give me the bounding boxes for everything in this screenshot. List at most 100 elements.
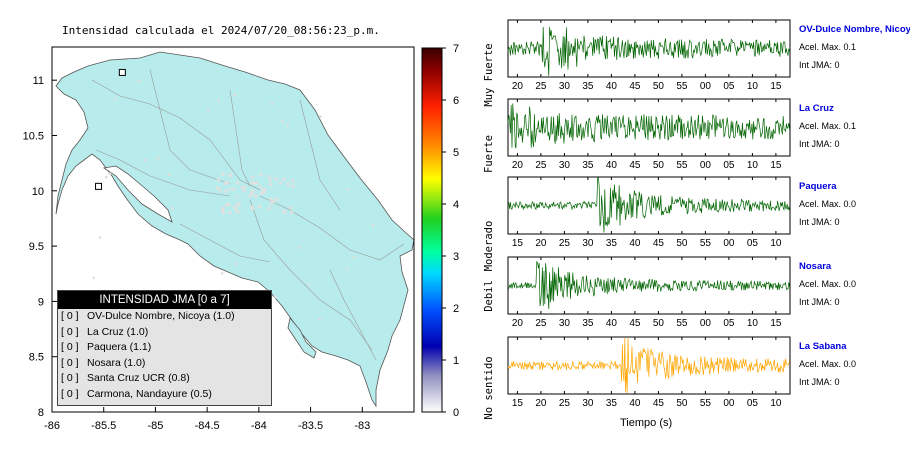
intensity-legend: INTENSIDAD JMA [0 a 7] [ 0 ] OV-Dulce Nom… bbox=[57, 290, 272, 406]
trace-tick-label: 10 bbox=[747, 318, 759, 329]
town-dot bbox=[263, 188, 267, 192]
town-dot bbox=[267, 175, 271, 179]
trace-acel: Acel. Max. 0.1 bbox=[799, 121, 857, 131]
town-dot bbox=[236, 202, 240, 206]
trace-tick-label: 15 bbox=[512, 398, 524, 409]
trace-tick-label: 50 bbox=[653, 318, 665, 329]
trace-tick-label: 20 bbox=[535, 398, 547, 409]
town-dot bbox=[233, 205, 237, 209]
town-dot bbox=[206, 108, 210, 111]
trace-int: Int JMA: 0 bbox=[799, 139, 840, 149]
town-dot bbox=[236, 181, 240, 185]
y-axis-ticks: 11 10.5 10 9.5 9 8.5 8 bbox=[23, 75, 57, 419]
trace-tick-label: 05 bbox=[723, 160, 735, 171]
town-dot bbox=[251, 206, 255, 210]
town-dot bbox=[228, 173, 232, 177]
legend-row: [ 0 ] La Cruz (1.0) bbox=[58, 325, 271, 341]
trace-tick-label: 20 bbox=[512, 81, 524, 92]
town-dot bbox=[225, 203, 229, 207]
town-dot bbox=[271, 199, 275, 203]
trace-tick-label: 40 bbox=[629, 398, 641, 409]
town-dot bbox=[217, 99, 221, 103]
trace-tick-label: 55 bbox=[676, 81, 688, 92]
trace-tick-label: 10 bbox=[747, 81, 759, 92]
town-dot bbox=[267, 206, 271, 210]
town-dot bbox=[144, 159, 147, 162]
town-dot bbox=[258, 185, 262, 189]
legend-level: [ 0 ] bbox=[61, 341, 79, 353]
station-markers bbox=[95, 68, 126, 190]
x-tick-label: -84 bbox=[251, 420, 267, 432]
legend-row: [ 0 ] Nosara (1.0) bbox=[58, 356, 271, 372]
legend-station: OV-Dulce Nombre, Nicoya (1.0) bbox=[87, 310, 235, 322]
scale-category-label: Moderado bbox=[483, 221, 495, 272]
y-tick-label: 10 bbox=[32, 186, 44, 198]
nicoya-gulf-water bbox=[102, 165, 173, 223]
trace-tick-label: 05 bbox=[723, 81, 735, 92]
trace-tick-label: 30 bbox=[559, 81, 571, 92]
y-tick-label: 10.5 bbox=[23, 130, 44, 142]
trace-tick-label: 25 bbox=[535, 81, 547, 92]
trace-tick-label: 35 bbox=[582, 318, 594, 329]
x-tick-label: -83 bbox=[354, 420, 370, 432]
town-dot bbox=[171, 206, 174, 210]
scale-category-label: Debil bbox=[483, 280, 495, 312]
trace-tick-label: 15 bbox=[770, 81, 782, 92]
town-markers bbox=[92, 80, 375, 341]
scale-ticks: 7 6 5 4 3 2 1 0 bbox=[442, 43, 459, 419]
town-dot bbox=[234, 262, 237, 266]
town-dot bbox=[167, 173, 171, 176]
trace-tick-label: 45 bbox=[629, 81, 641, 92]
town-dot bbox=[243, 186, 247, 190]
scale-tick-label: 3 bbox=[453, 251, 459, 263]
map-title: Intensidad calculada el 2024/07/20_08:56… bbox=[62, 24, 380, 37]
trace-tick-label: 00 bbox=[723, 398, 735, 409]
trace-acel: Acel. Max. 0.0 bbox=[799, 199, 857, 209]
town-dot bbox=[225, 180, 229, 184]
trace-frame bbox=[507, 256, 791, 315]
trace-name: La Cruz bbox=[799, 103, 834, 114]
y-tick-label: 9.5 bbox=[29, 241, 44, 253]
trace-frame bbox=[507, 98, 791, 157]
scale-category-label: Fuerte bbox=[483, 135, 495, 173]
scale-tick-label: 5 bbox=[453, 147, 459, 159]
trace-tick-label: 55 bbox=[676, 160, 688, 171]
town-dot bbox=[290, 210, 294, 214]
town-dot bbox=[286, 123, 289, 127]
map-frame bbox=[51, 46, 415, 413]
trace-tick-label: 50 bbox=[676, 398, 688, 409]
scale-tick-label: 1 bbox=[453, 355, 459, 367]
town-dot bbox=[286, 182, 290, 186]
waveform-traces: 20 25 30 35 40 45 50 55 00 05 10 15 20 25 30 35 40 45 50 55… bbox=[507, 19, 791, 409]
waveform-line bbox=[507, 26, 790, 76]
town-dot bbox=[98, 236, 102, 239]
waveform-line bbox=[507, 177, 790, 233]
town-dot bbox=[372, 224, 375, 227]
town-dot bbox=[352, 256, 356, 259]
town-dot bbox=[251, 189, 255, 193]
trace-tick-label: 35 bbox=[582, 81, 594, 92]
road-network bbox=[91, 69, 405, 361]
town-dot bbox=[156, 156, 160, 160]
town-dot bbox=[291, 179, 295, 183]
town-dot bbox=[240, 186, 244, 190]
legend-row: [ 0 ] OV-Dulce Nombre, Nicoya (1.0) bbox=[58, 309, 271, 325]
town-dot bbox=[224, 189, 228, 193]
trace-tick-label: 35 bbox=[606, 398, 618, 409]
x-tick-label: -85 bbox=[147, 420, 163, 432]
town-dot bbox=[251, 175, 255, 179]
y-tick-label: 11 bbox=[33, 75, 44, 87]
trace-tick-label: 10 bbox=[770, 238, 782, 249]
town-dot bbox=[228, 187, 232, 191]
trace-tick-label: 40 bbox=[629, 238, 641, 249]
trace-tick-label: 05 bbox=[723, 318, 735, 329]
trace-acel: Acel. Max. 0.0 bbox=[799, 359, 857, 369]
scale-tick-label: 6 bbox=[453, 95, 459, 107]
trace-name: Nosara bbox=[799, 261, 832, 272]
trace-tick-label: 05 bbox=[747, 238, 759, 249]
town-dot bbox=[274, 197, 278, 201]
trace-panel: 20 25 30 35 40 45 50 55 00 05 10 15 bbox=[507, 98, 791, 171]
legend-row: [ 0 ] Santa Cruz UCR (0.8) bbox=[58, 371, 271, 387]
trace-label-block: La Sabana Acel. Max. 0.0 Int JMA: 0 bbox=[799, 339, 910, 391]
trace-label-block: Paquera Acel. Max. 0.0 Int JMA: 0 bbox=[799, 179, 910, 231]
